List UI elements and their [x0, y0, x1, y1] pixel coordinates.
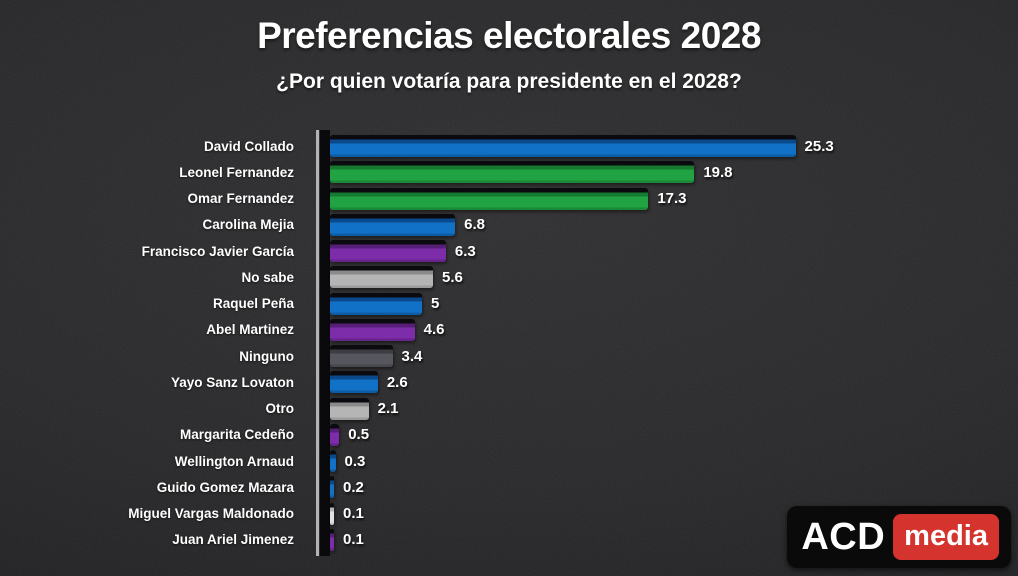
category-label: Miguel Vargas Maldonado — [128, 506, 294, 522]
bar-row: Yayo Sanz Lovaton 2.6 — [0, 369, 1018, 395]
bar-zone: 0.5 — [308, 422, 1018, 448]
bar-row: Juan Ariel Jimenez 0.1 — [0, 527, 1018, 553]
category-label: Francisco Javier García — [141, 243, 294, 259]
page-title: Preferencias electorales 2028 — [257, 15, 761, 56]
bar-zone: 0.1 — [308, 501, 1018, 527]
value-label: 17.3 — [657, 190, 687, 208]
bar — [330, 135, 796, 158]
bar-zone: 6.3 — [308, 238, 1018, 264]
logo-text-media: media — [893, 514, 999, 560]
value-label: 2.1 — [377, 400, 399, 418]
bar-zone: 0.2 — [308, 474, 1018, 500]
acd-media-logo: ACD media — [787, 506, 1011, 568]
bar-row: Omar Fernandez 17.3 — [0, 186, 1018, 212]
value-label: 25.3 — [804, 137, 834, 155]
category-label: Margarita Cedeño — [179, 427, 294, 443]
bar — [330, 213, 456, 236]
bar — [330, 345, 393, 368]
category-label: Raquel Peña — [212, 296, 294, 312]
bar-zone: 4.6 — [308, 317, 1018, 343]
value-label: 5.6 — [442, 268, 463, 286]
bar-row: Abel Martinez 4.6 — [0, 317, 1018, 343]
bar — [330, 528, 334, 551]
value-label: 0.5 — [348, 426, 370, 444]
bar-zone: 2.6 — [308, 369, 1018, 395]
bar-row: Leonel Fernandez 19.8 — [0, 159, 1018, 185]
category-label: Ninguno — [239, 348, 294, 364]
bar-row: Margarita Cedeño 0.5 — [0, 422, 1018, 448]
category-label: Otro — [265, 401, 295, 417]
bar-row: Guido Gomez Mazara 0.2 — [0, 474, 1018, 500]
category-label: Wellington Arnaud — [174, 453, 294, 469]
bar-zone: 25.3 — [308, 133, 1018, 159]
bar-zone: 5 — [308, 291, 1018, 317]
y-axis-line — [316, 130, 319, 556]
bar — [330, 187, 649, 210]
category-label: Yayo Sanz Lovaton — [170, 374, 294, 390]
value-label: 0.1 — [343, 531, 364, 549]
bar-zone: 0.3 — [308, 448, 1018, 474]
bar-row: Francisco Javier García 6.3 — [0, 238, 1018, 264]
category-label: Leonel Fernandez — [179, 164, 294, 180]
bar — [330, 161, 695, 184]
value-label: 0.2 — [343, 478, 364, 496]
bar — [330, 502, 334, 525]
bar — [330, 476, 334, 499]
bar-zone: 5.6 — [308, 264, 1018, 290]
value-label: 5 — [431, 295, 440, 313]
bar-zone: 3.4 — [308, 343, 1018, 369]
value-label: 2.6 — [386, 373, 408, 391]
bar-chart: David Collado 25.3 Leonel Fernandez 19.8 Oma… — [0, 130, 1018, 556]
category-label: David Collado — [203, 138, 294, 154]
bar — [330, 371, 378, 394]
bar-row: David Collado 25.3 — [0, 133, 1018, 159]
bar — [330, 397, 369, 420]
bar-row: Carolina Mejia 6.8 — [0, 212, 1018, 238]
bar-row: Ninguno 3.4 — [0, 343, 1018, 369]
bar-zone: 17.3 — [308, 186, 1018, 212]
category-label: Guido Gomez Mazara — [156, 479, 294, 495]
bar — [330, 292, 422, 315]
category-label: Omar Fernandez — [187, 191, 294, 207]
category-label: Carolina Mejia — [202, 217, 294, 233]
bar-rows: David Collado 25.3 Leonel Fernandez 19.8 Oma… — [0, 133, 1018, 553]
bar-row: Raquel Peña 5 — [0, 291, 1018, 317]
bar-zone: 2.1 — [308, 396, 1018, 422]
page-subtitle: ¿Por quien votaría para presidente en el… — [276, 70, 742, 93]
category-label: No sabe — [241, 269, 294, 285]
logo-text-acd: ACD — [801, 516, 886, 558]
value-label: 19.8 — [703, 163, 733, 181]
bar-zone: 6.8 — [308, 212, 1018, 238]
value-label: 0.1 — [343, 505, 364, 523]
bar — [330, 266, 434, 289]
bar-row: Wellington Arnaud 0.3 — [0, 448, 1018, 474]
bar-row: Otro 2.1 — [0, 396, 1018, 422]
category-label: Juan Ariel Jimenez — [172, 532, 294, 548]
bar — [330, 318, 415, 341]
bar — [330, 240, 446, 263]
chart-header: Preferencias electorales 2028 ¿Por quien… — [0, 0, 1018, 94]
bar-zone: 0.1 — [308, 527, 1018, 553]
value-label: 4.6 — [423, 321, 445, 339]
category-label: Abel Martinez — [206, 322, 294, 338]
bar-row: No sabe 5.6 — [0, 264, 1018, 290]
value-label: 6.8 — [464, 216, 485, 234]
value-label: 0.3 — [344, 452, 366, 470]
value-label: 3.4 — [401, 347, 423, 365]
bar — [330, 450, 336, 473]
y-axis-3d-shadow — [320, 130, 330, 556]
bar-zone: 19.8 — [308, 159, 1018, 185]
bar — [330, 423, 340, 446]
bar-row: Miguel Vargas Maldonado 0.1 — [0, 501, 1018, 527]
value-label: 6.3 — [454, 242, 476, 260]
